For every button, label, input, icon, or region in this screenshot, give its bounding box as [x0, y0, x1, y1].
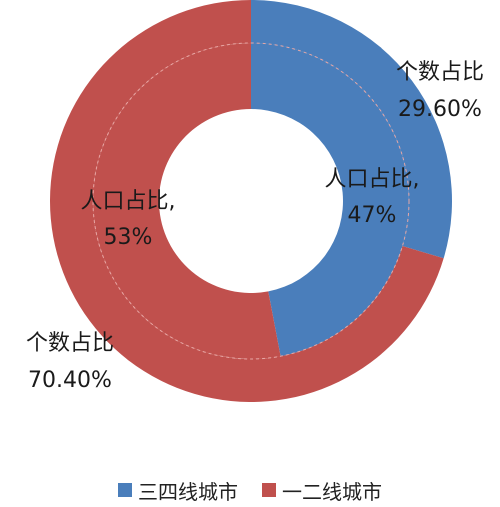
legend-swatch-series-a — [118, 483, 132, 497]
chart-legend: 三四线城市 一二线城市 — [0, 476, 500, 505]
inner-slice-series-b — [92, 43, 281, 359]
legend-item-series-b: 一二线城市 — [262, 476, 382, 505]
legend-label-series-b: 一二线城市 — [282, 479, 382, 504]
legend-label-series-a: 三四线城市 — [138, 479, 238, 504]
inner-label-a-name: 人口占比, — [325, 167, 420, 192]
inner-slice-series-a — [251, 43, 409, 357]
outer-slice-series-a — [251, 0, 452, 259]
legend-item-series-a: 三四线城市 — [118, 476, 238, 505]
ring-separator — [92, 42, 410, 360]
legend-swatch-series-b — [262, 483, 276, 497]
outer-label-b-value: 70.40% — [28, 368, 112, 393]
inner-label-b-name: 人口占比, — [81, 189, 176, 214]
inner-label-a-value: 47% — [348, 203, 397, 228]
inner-label-b-value: 53% — [104, 225, 153, 250]
outer-label-b-name: 个数占比 — [26, 331, 114, 356]
outer-label-a-name: 个数占比 — [396, 60, 484, 85]
outer-label-a-value: 29.60% — [398, 97, 482, 122]
